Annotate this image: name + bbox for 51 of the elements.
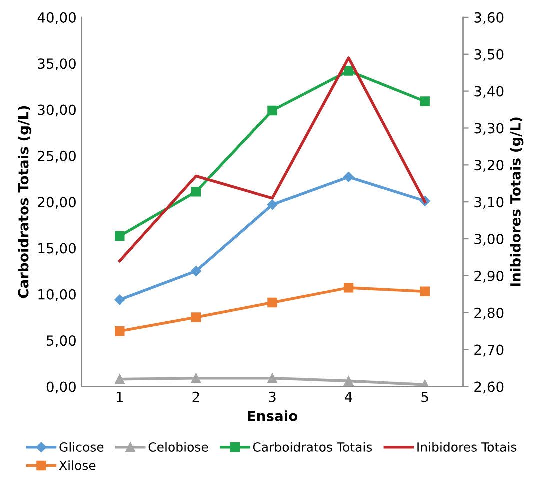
point [115, 374, 125, 384]
x-tick-label: 2 [192, 392, 200, 402]
y-tick-label: 15,00 [38, 243, 76, 256]
point [420, 96, 430, 106]
point [268, 106, 278, 116]
legend-label: Xilose [59, 460, 96, 470]
legend-label: Celobiose [148, 442, 208, 452]
y-tick-label: 30,00 [38, 104, 76, 117]
point [268, 374, 278, 384]
y2-tick-label: 3,20 [474, 160, 504, 172]
y-tick-label: 10,00 [38, 289, 76, 302]
legend-label: Glicose [60, 442, 104, 452]
y2-axis-title: Inibidores Totais (g/L) [510, 118, 524, 286]
y2-tick-label: 2,80 [474, 308, 504, 320]
legend-label: Carboidratos Totais [253, 442, 372, 452]
y-tick-label: 0,00 [46, 382, 76, 394]
y-tick-label: 40,00 [38, 12, 76, 24]
y2-tick-label: 2,70 [474, 344, 504, 357]
point [344, 66, 354, 76]
y-tick-label: 5,00 [47, 336, 76, 348]
point [191, 266, 202, 276]
y-tick-label: 20,00 [38, 197, 76, 209]
x-tick-label: 4 [345, 392, 352, 402]
point [420, 286, 430, 296]
x-tick-label: 3 [269, 392, 276, 402]
point [191, 312, 202, 322]
y2-tick-label: 2,90 [474, 270, 504, 283]
x-axis-title: Ensaio [248, 410, 298, 422]
point [191, 187, 202, 197]
point [344, 376, 354, 386]
point [267, 200, 278, 210]
legend-label: Inibidores Totais [418, 442, 517, 452]
y2-tick-label: 3,50 [474, 49, 504, 62]
point [344, 283, 354, 293]
point [344, 172, 354, 182]
y2-tick-label: 3,60 [474, 12, 504, 24]
point [191, 374, 202, 384]
y2-tick-label: 3,00 [474, 234, 504, 246]
y2-tick-label: 3,40 [474, 86, 504, 98]
point [268, 298, 278, 308]
y-tick-label: 25,00 [38, 150, 76, 163]
point [114, 294, 126, 306]
point [115, 326, 125, 336]
x-tick-label: 5 [422, 392, 428, 402]
y-tick-label: 35,00 [38, 58, 76, 71]
x-tick-label: 1 [117, 392, 124, 402]
y-axis-title: Carboidratos Totais (g/L) [18, 106, 32, 298]
y2-tick-label: 2,60 [474, 382, 504, 394]
y2-tick-label: 3,30 [474, 123, 504, 136]
point [115, 231, 125, 242]
y2-tick-label: 3,10 [474, 197, 504, 209]
